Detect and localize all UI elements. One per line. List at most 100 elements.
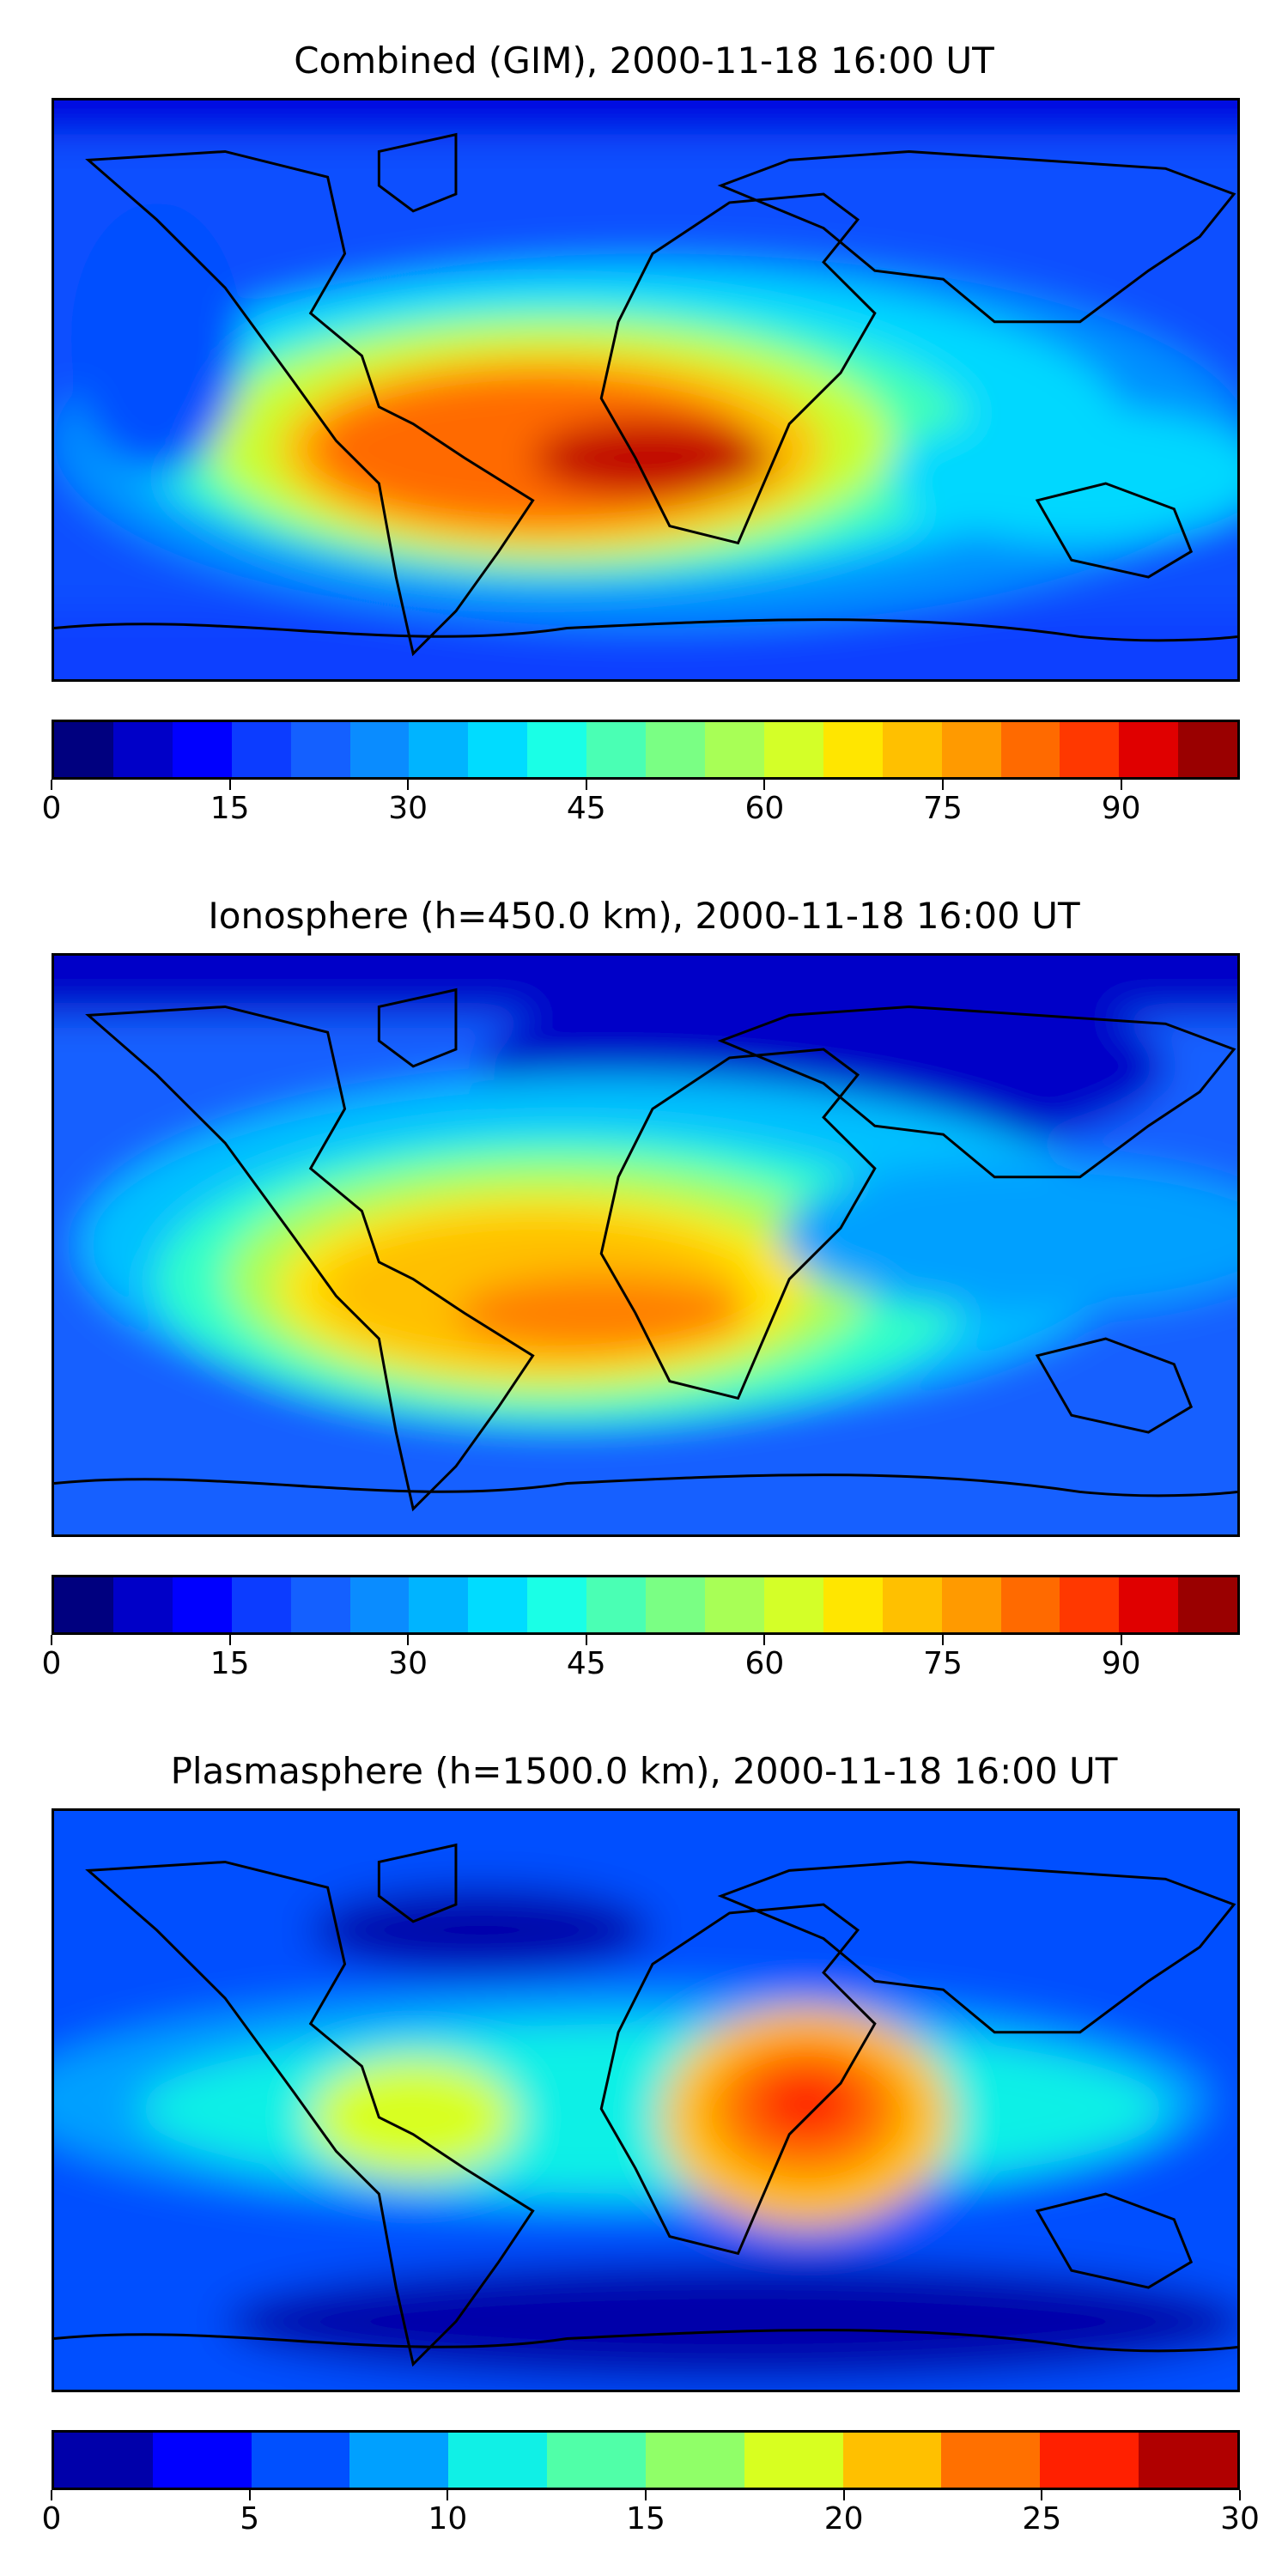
colorbar-tick-mark	[763, 780, 766, 790]
tec-field-combined	[54, 100, 1237, 679]
colorbar-segment	[172, 1577, 232, 1632]
colorbar-segment	[646, 1577, 705, 1632]
colorbar-segment	[152, 2433, 252, 2488]
colorbar-tick-label: 30	[388, 1646, 428, 1681]
colorbar-ticks-plasmasphere: 0 5 10 15 20 25 30	[42, 2490, 1260, 2542]
colorbar-tick-mark	[942, 1635, 944, 1645]
coastlines	[54, 1843, 1237, 2367]
colorbar-segment	[112, 722, 173, 777]
colorbar-tick-label: 90	[1101, 1646, 1141, 1681]
panel-title-ionosphere: Ionosphere (h=450.0 km), 2000-11-18 16:0…	[208, 895, 1080, 937]
colorbar-tick-label: 15	[626, 2501, 665, 2537]
colorbar-segment	[349, 2433, 449, 2488]
colorbar-tick-mark	[248, 2490, 251, 2500]
colorbar-tick-label: 90	[1101, 791, 1141, 826]
colorbar-segment	[547, 2433, 646, 2488]
colorbar-tick-mark	[763, 1635, 766, 1645]
colorbar-segment	[1119, 722, 1179, 777]
panel-title-combined: Combined (GIM), 2000-11-18 16:00 UT	[294, 39, 994, 82]
colorbar-segment	[882, 1577, 942, 1632]
colorbar-ticks-combined: 0 15 30 45 60 75 90	[42, 780, 1240, 831]
colorbar-segment	[941, 722, 1001, 777]
colorbar-segment	[704, 1577, 764, 1632]
colorbar-tick-mark	[1041, 2490, 1043, 2500]
colorbar-segment	[251, 2433, 350, 2488]
colorbar-tick-label: 75	[923, 791, 963, 826]
colorbar-segment	[527, 722, 587, 777]
colorbar-tick-label: 0	[41, 2501, 62, 2537]
colorbar-tick-mark	[645, 2490, 647, 2500]
colorbar-segment	[349, 722, 410, 777]
colorbar-tick-mark	[228, 780, 231, 790]
colorbar-tick-mark	[1239, 2490, 1241, 2500]
colorbar-tick-mark	[51, 1635, 52, 1645]
colorbar-segment	[527, 1577, 587, 1632]
colorbar-tick-mark	[942, 780, 944, 790]
colorbar-tick-label: 45	[566, 1646, 606, 1681]
colorbar-segment	[823, 1577, 883, 1632]
colorbar-tick-label: 15	[210, 791, 250, 826]
colorbar-segment	[1060, 1577, 1120, 1632]
colorbar-segment	[941, 2433, 1041, 2488]
map-combined	[52, 98, 1240, 682]
colorbar-tick-mark	[1120, 1635, 1122, 1645]
colorbar-segment	[54, 722, 113, 777]
colorbar-tick-label: 20	[823, 2501, 864, 2537]
colorbar-tick-mark	[51, 780, 52, 790]
colorbar-tick-label: 30	[1220, 2501, 1260, 2537]
colorbar-plasmasphere	[52, 2430, 1240, 2490]
colorbar-segment	[448, 2433, 548, 2488]
colorbar-segment	[54, 1577, 113, 1632]
colorbar-tick-mark	[585, 780, 587, 790]
colorbar-segment	[1000, 722, 1060, 777]
colorbar-segment	[468, 722, 528, 777]
colorbar-tick-label: 5	[240, 2501, 260, 2537]
colorbar-segment	[468, 1577, 528, 1632]
colorbar-segment	[941, 1577, 1001, 1632]
colorbar-segment	[646, 722, 705, 777]
colorbar-ionosphere	[52, 1575, 1240, 1635]
colorbar-segment	[409, 1577, 469, 1632]
colorbar-segment	[54, 2433, 153, 2488]
colorbar-tick-mark	[447, 2490, 449, 2500]
colorbar-combined	[52, 720, 1240, 780]
colorbar-segment	[882, 722, 942, 777]
colorbar-tick-label: 0	[41, 1646, 62, 1681]
colorbar-tick-mark	[228, 1635, 231, 1645]
coastlines	[54, 132, 1237, 657]
colorbar-tick-mark	[407, 780, 410, 790]
colorbar-segment	[231, 1577, 291, 1632]
tec-field-plasmasphere	[54, 1811, 1237, 2390]
colorbar-tick-label: 45	[566, 791, 606, 826]
colorbar-tick-label: 30	[388, 791, 428, 826]
colorbar-segment	[1178, 722, 1237, 777]
panel-title-plasmasphere: Plasmasphere (h=1500.0 km), 2000-11-18 1…	[170, 1750, 1118, 1792]
colorbar-segment	[349, 1577, 410, 1632]
colorbar-segment	[586, 722, 647, 777]
colorbar-segment	[586, 1577, 647, 1632]
colorbar-tick-label: 10	[428, 2501, 468, 2537]
colorbar-segment	[1119, 1577, 1179, 1632]
colorbar-tick-label: 60	[744, 1646, 785, 1681]
colorbar-segment	[1040, 2433, 1139, 2488]
colorbar-segment	[231, 722, 291, 777]
colorbar-segment	[704, 722, 764, 777]
map-plasmasphere	[52, 1808, 1240, 2392]
colorbar-segment	[172, 722, 232, 777]
tec-field-ionosphere	[54, 956, 1237, 1534]
colorbar-segment	[409, 722, 469, 777]
colorbar-segment	[744, 2433, 843, 2488]
colorbar-segment	[290, 1577, 350, 1632]
colorbar-ticks-ionosphere: 0 15 30 45 60 75 90	[42, 1635, 1240, 1686]
colorbar-segment	[112, 1577, 173, 1632]
coastlines	[54, 987, 1237, 1512]
colorbar-segment	[1060, 722, 1120, 777]
colorbar-tick-mark	[51, 2490, 52, 2500]
colorbar-tick-mark	[842, 2490, 845, 2500]
colorbar-segment	[645, 2433, 744, 2488]
colorbar-tick-mark	[407, 1635, 410, 1645]
colorbar-segment	[842, 2433, 942, 2488]
colorbar-tick-label: 25	[1022, 2501, 1062, 2537]
colorbar-tick-label: 0	[41, 791, 62, 826]
colorbar-segment	[1000, 1577, 1060, 1632]
